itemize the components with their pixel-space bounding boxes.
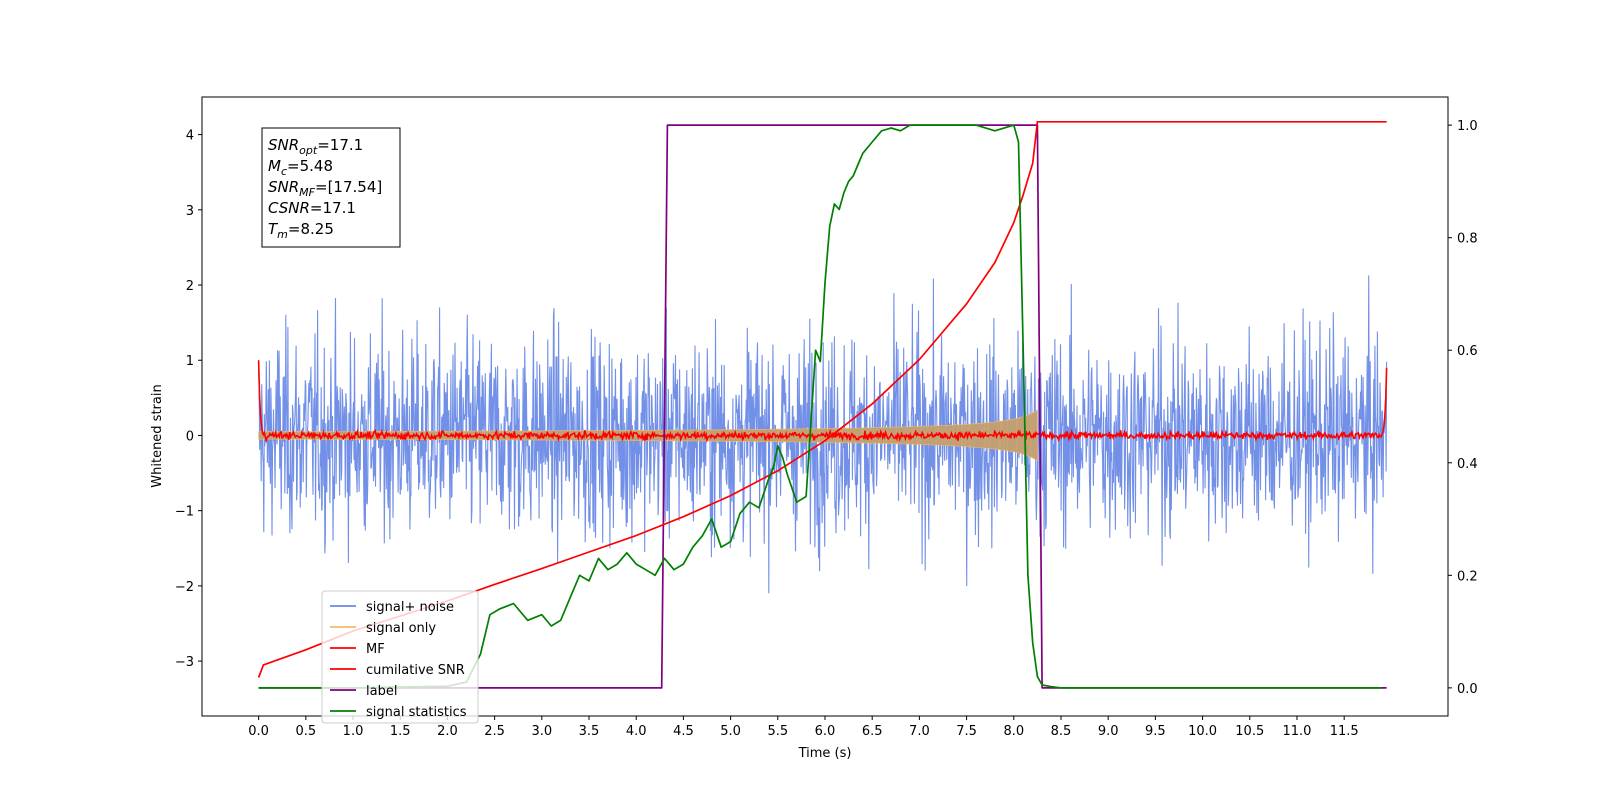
stats-symbol: T — [268, 220, 279, 238]
legend-label: MF — [366, 642, 385, 657]
x-tick-label: 3.0 — [531, 724, 552, 739]
y-left-tick-label: 0 — [186, 429, 194, 444]
x-tick-label: 6.5 — [862, 724, 883, 739]
y-left-tick-label: 4 — [186, 129, 194, 144]
stats-symbol: CSNR — [268, 199, 310, 217]
stats-subscript: c — [281, 165, 287, 178]
x-tick-label: 11.5 — [1330, 724, 1359, 739]
y-left-tick-label: 3 — [186, 204, 194, 219]
stats-value: =8.25 — [288, 220, 334, 238]
stats-subscript: m — [277, 228, 288, 241]
stats-line: Mc=5.48 — [268, 157, 333, 178]
y-right-tick-label: 0.2 — [1457, 569, 1478, 584]
stats-symbol: SNR — [268, 136, 299, 154]
axes-layer: 0.0 0.5 1.0 1.5 2.0 2.5 3.0 3.5 4.0 4.5 5.0 5.5 6.0 6… — [175, 119, 1478, 739]
mf-line — [257, 360, 1388, 444]
stats-symbol: SNR — [268, 178, 299, 196]
stats-box: SNRopt=17.1Mc=5.48SNRMF=[17.54]CSNR=17.1… — [261, 127, 401, 248]
signal-noise-layer — [258, 275, 1388, 594]
y-right-tick-label: 0.0 — [1457, 682, 1478, 697]
stats-value: =[17.54] — [315, 178, 382, 196]
stats-line: SNRMF=[17.54] — [268, 178, 382, 199]
x-tick-label: 7.5 — [956, 724, 977, 739]
mf-layer — [257, 360, 1388, 444]
x-tick-label: 0.0 — [248, 724, 269, 739]
y-left-tick-label: −2 — [175, 580, 194, 595]
stats-value: =17.1 — [310, 199, 356, 217]
y-right-tick-label: 0.4 — [1457, 457, 1478, 472]
x-tick-label: 4.5 — [673, 724, 694, 739]
legend-label: cumilative SNR — [366, 663, 465, 678]
x-tick-label: 8.5 — [1051, 724, 1072, 739]
x-tick-label: 9.5 — [1145, 724, 1166, 739]
y-right-tick-label: 0.6 — [1457, 344, 1478, 359]
x-tick-label: 1.0 — [343, 724, 364, 739]
legend-label: signal statistics — [366, 705, 467, 720]
y-left-tick-label: −3 — [175, 655, 194, 670]
stats-symbol: M — [268, 157, 281, 175]
signal-statistics-line — [258, 124, 1382, 689]
x-tick-label: 2.5 — [484, 724, 505, 739]
stats-value: =17.1 — [317, 136, 363, 154]
x-tick-label: 7.0 — [909, 724, 930, 739]
x-tick-label: 6.0 — [815, 724, 836, 739]
stats-line: Tm=8.25 — [268, 220, 334, 241]
y-left-tick-label: 2 — [186, 279, 194, 294]
legend-frame — [321, 590, 479, 724]
stats-subscript: MF — [299, 186, 315, 199]
y-axis-label: Whitened strain — [150, 384, 165, 487]
x-tick-label: 8.0 — [1003, 724, 1024, 739]
legend-label: signal+ noise — [366, 600, 454, 615]
x-tick-label: 10.0 — [1188, 724, 1217, 739]
x-tick-label: 0.5 — [295, 724, 316, 739]
y-left-tick-label: −1 — [175, 505, 194, 520]
signal-noise-line — [258, 275, 1388, 594]
x-tick-label: 10.5 — [1235, 724, 1264, 739]
x-tick-label: 11.0 — [1282, 724, 1311, 739]
legend-label: signal only — [366, 621, 436, 636]
x-tick-label: 5.5 — [767, 724, 788, 739]
stats-value: =5.48 — [287, 157, 333, 175]
x-tick-label: 5.0 — [720, 724, 741, 739]
stats-subscript: opt — [299, 144, 318, 157]
y-left-tick-label: 1 — [186, 354, 194, 369]
legend-label: label — [366, 684, 397, 699]
x-axis-label: Time (s) — [798, 746, 852, 761]
x-tick-label: 2.0 — [437, 724, 458, 739]
stats-box-frame — [261, 127, 401, 248]
x-tick-label: 4.0 — [626, 724, 647, 739]
x-tick-label: 3.5 — [579, 724, 600, 739]
y-right-tick-label: 1.0 — [1457, 119, 1478, 134]
x-tick-label: 9.0 — [1098, 724, 1119, 739]
y-right-tick-label: 0.8 — [1457, 232, 1478, 247]
x-tick-label: 1.5 — [390, 724, 411, 739]
legend: signal+ noise signal only MF cumilative SNR… — [321, 590, 479, 724]
stats-line: SNRopt=17.1 — [268, 136, 363, 157]
stats-line: CSNR=17.1 — [268, 199, 356, 217]
